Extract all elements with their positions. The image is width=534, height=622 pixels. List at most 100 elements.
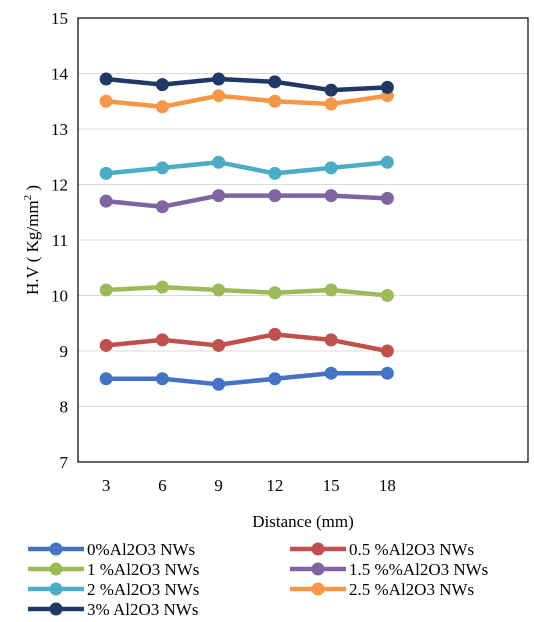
- x-axis-tick-labels: 3 6 9 12 15 18: [102, 476, 396, 495]
- data-point: [380, 289, 394, 302]
- data-point: [212, 189, 226, 203]
- y-tick-label: 9: [60, 342, 69, 361]
- data-point: [99, 372, 113, 386]
- data-point: [155, 200, 169, 214]
- data-point: [380, 344, 394, 358]
- series: [99, 72, 394, 97]
- y-tick-label: 15: [51, 9, 68, 28]
- series: [99, 89, 394, 114]
- y-tick-label: 8: [60, 398, 69, 417]
- series-line: [103, 93, 390, 110]
- legend-swatch-marker: [49, 542, 63, 556]
- legend-item: 2.5 %Al2O3 NWs: [290, 580, 474, 599]
- data-point: [380, 80, 394, 94]
- x-tick-label: 9: [214, 476, 223, 495]
- data-point: [268, 94, 282, 108]
- series-layer: [99, 72, 394, 391]
- data-point: [212, 283, 226, 297]
- legend: 0%Al2O3 NWs 0.5 %Al2O3 NWs 1 %Al2O3 NWs 1.5…: [28, 540, 488, 619]
- data-point: [324, 97, 338, 111]
- legend-swatch-marker: [311, 542, 325, 556]
- series-line: [103, 332, 390, 354]
- legend-item: 1 %Al2O3 NWs: [28, 560, 199, 579]
- data-point: [212, 338, 226, 352]
- y-axis-title-end: ): [23, 185, 42, 195]
- legend-label: 2.5 %Al2O3 NWs: [349, 580, 474, 599]
- series-line: [103, 284, 390, 298]
- series-line: [103, 76, 390, 93]
- series: [99, 327, 394, 358]
- series: [99, 155, 394, 180]
- data-point: [99, 166, 113, 180]
- y-tick-label: 10: [51, 287, 68, 306]
- data-point: [155, 161, 169, 175]
- data-point: [324, 161, 338, 175]
- series-line: [103, 193, 390, 209]
- y-tick-label: 7: [60, 453, 69, 472]
- data-point: [268, 372, 282, 386]
- legend-swatch-marker: [49, 602, 63, 616]
- data-point: [268, 166, 282, 180]
- y-tick-label: 14: [51, 65, 69, 84]
- data-point: [380, 191, 394, 205]
- data-point: [99, 283, 113, 297]
- data-point: [324, 83, 338, 97]
- data-point: [324, 189, 338, 203]
- data-point: [212, 377, 226, 391]
- legend-label: 3% Al2O3 NWs: [87, 600, 198, 619]
- legend-item: 0.5 %Al2O3 NWs: [290, 540, 474, 559]
- data-point: [268, 75, 282, 89]
- y-tick-label: 11: [52, 231, 68, 250]
- legend-item: 0%Al2O3 NWs: [28, 540, 195, 559]
- y-axis-tick-labels: 7 8 9 10 11 12 13 14 15: [51, 9, 69, 472]
- legend-swatch-marker: [49, 562, 63, 576]
- x-tick-label: 18: [379, 476, 396, 495]
- data-point: [268, 286, 282, 300]
- series: [99, 280, 394, 302]
- data-point: [155, 280, 169, 294]
- x-tick-label: 12: [266, 476, 283, 495]
- data-point: [324, 366, 338, 380]
- series-line: [103, 160, 390, 176]
- legend-swatch-marker: [311, 582, 325, 596]
- data-point: [155, 78, 169, 92]
- data-point: [324, 333, 338, 347]
- x-tick-label: 15: [323, 476, 340, 495]
- legend-label: 1 %Al2O3 NWs: [87, 560, 199, 579]
- data-point: [99, 338, 113, 352]
- x-axis-title: Distance (mm): [252, 512, 354, 531]
- data-point: [268, 327, 282, 341]
- legend-label: 0.5 %Al2O3 NWs: [349, 540, 474, 559]
- legend-item: 2 %Al2O3 NWs: [28, 580, 199, 599]
- x-tick-label: 6: [158, 476, 167, 495]
- y-axis-title: H.V ( Kg/mm2 ): [22, 185, 42, 295]
- plot-area: [77, 17, 529, 463]
- data-point: [155, 372, 169, 386]
- y-tick-label: 12: [51, 176, 68, 195]
- data-point: [99, 72, 113, 86]
- data-point: [155, 333, 169, 347]
- data-point: [324, 283, 338, 297]
- legend-swatch-marker: [49, 582, 63, 596]
- legend-label: 1.5 %%Al2O3 NWs: [349, 560, 488, 579]
- data-point: [268, 189, 282, 203]
- data-point: [212, 72, 226, 86]
- data-point: [380, 155, 394, 169]
- y-axis-title-superscript: 2: [22, 195, 34, 201]
- series: [99, 366, 394, 391]
- data-point: [99, 194, 113, 208]
- x-tick-label: 3: [102, 476, 111, 495]
- data-point: [212, 155, 226, 169]
- data-point: [155, 100, 169, 114]
- y-tick-label: 13: [51, 120, 68, 139]
- legend-label: 0%Al2O3 NWs: [87, 540, 195, 559]
- series-line: [103, 370, 390, 387]
- legend-item: 3% Al2O3 NWs: [28, 600, 198, 619]
- series: [99, 189, 394, 214]
- data-point: [380, 366, 394, 380]
- legend-item: 1.5 %%Al2O3 NWs: [290, 560, 488, 579]
- data-point: [212, 89, 226, 103]
- legend-label: 2 %Al2O3 NWs: [87, 580, 199, 599]
- data-point: [99, 94, 113, 108]
